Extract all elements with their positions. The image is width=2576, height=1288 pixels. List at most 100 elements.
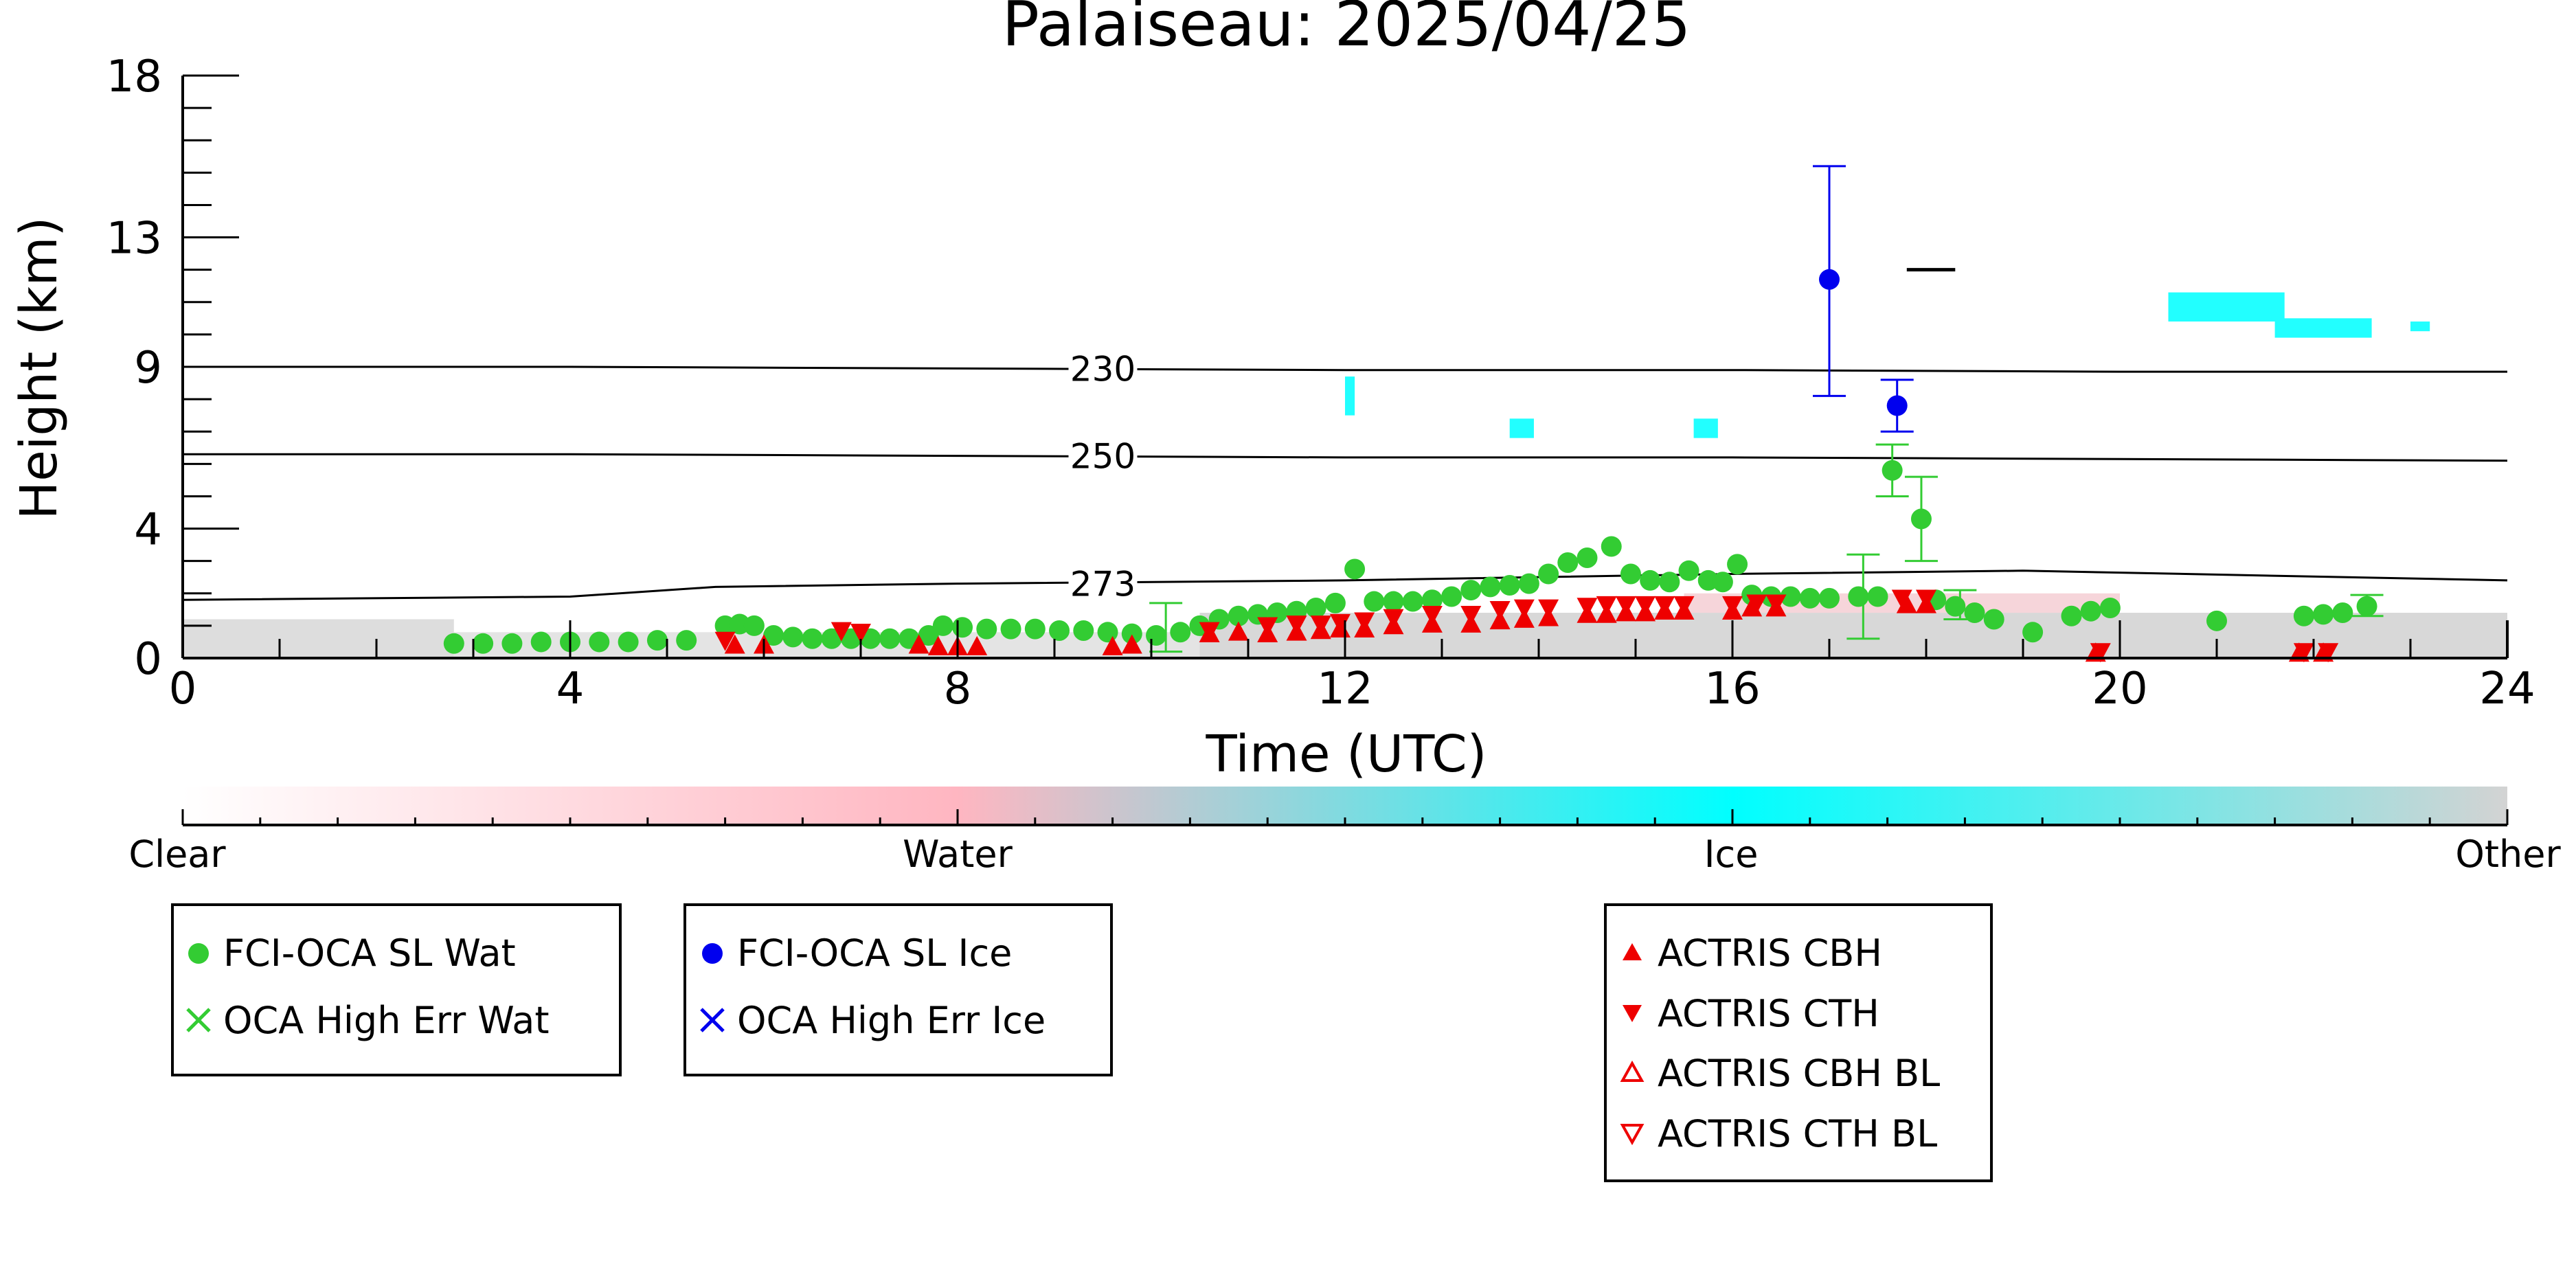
point-actris-cth [1310, 615, 1331, 635]
point-fci-oca-sl-wat [1499, 575, 1520, 596]
legend-water: FCI-OCA SL Wat OCA High Err Wat [171, 903, 622, 1076]
point-actris-cth [1460, 606, 1482, 626]
point-actris-cth [831, 622, 852, 642]
point-fci-oca-sl-wat [1480, 576, 1501, 598]
point-fci-oca-sl-wat [918, 625, 939, 646]
colorbar-ticks [181, 809, 2509, 825]
point-fci-oca-sl-wat [2022, 622, 2044, 643]
ice-cloud-patch [2410, 321, 2430, 332]
legend-marker-actris-cth [1623, 1005, 1642, 1022]
point-fci-oca-sl-wat [1910, 508, 1932, 530]
point-actris-cth [1891, 589, 1912, 609]
legend-label-actris-cth-bl: ACTRIS CTH BL [1658, 1112, 1937, 1155]
legend-ice: FCI-OCA SL Ice OCA High Err Ice [683, 903, 1113, 1076]
point-fci-oca-sl-wat [1073, 620, 1094, 641]
legend-marker-fci-oca-sl-wat [188, 943, 209, 964]
point-fci-oca-sl-wat [2293, 605, 2314, 626]
point-actris-cth [2293, 643, 2314, 663]
point-actris-cbh [908, 634, 929, 654]
point-fci-oca-sl-wat [2313, 604, 2334, 625]
point-fci-oca-sl-wat [1577, 547, 1598, 568]
y-tick-label: 0 [134, 634, 162, 685]
point-fci-oca-sl-wat [2356, 596, 2377, 617]
point-fci-oca-sl-wat [1305, 597, 1326, 618]
point-fci-oca-sl-wat [1324, 592, 1346, 613]
legend-label-actris-cbh: ACTRIS CBH [1658, 931, 1882, 975]
point-fci-oca-sl-wat [743, 615, 765, 636]
contour-230 [183, 365, 2507, 373]
point-fci-oca-sl-wat [1228, 605, 1249, 626]
point-actris-cth [1916, 589, 1936, 609]
point-fci-oca-sl-wat [1000, 618, 1021, 640]
axes: 0 4 8 12 16 20 24 0 4 9 13 18 [106, 52, 2535, 714]
point-fci-oca-sl-wat [1780, 586, 1801, 607]
y-tick-label: 13 [106, 214, 162, 264]
point-fci-oca-sl-wat [530, 631, 552, 653]
point-actris-cth [1513, 599, 1535, 619]
point-fci-oca-sl-wat [1538, 563, 1559, 585]
point-fci-oca-sl-wat [1727, 554, 1748, 575]
point-fci-oca-sl-wat [1945, 596, 1966, 617]
point-fci-oca-sl-wat [1848, 586, 1869, 607]
point-fci-oca-sl-wat [443, 633, 464, 654]
point-actris-cth [1257, 617, 1278, 637]
point-actris-cth [1286, 615, 1307, 635]
point-fci-oca-sl-wat [1659, 572, 1680, 593]
x-tick-label: 20 [2092, 664, 2147, 714]
point-fci-oca-sl-wat [1867, 586, 1888, 607]
point-fci-oca-sl-wat [1024, 618, 1046, 640]
contour-273 [182, 569, 2508, 601]
point-fci-oca-sl-wat [1146, 625, 1167, 646]
point-fci-oca-sl-wat [952, 617, 973, 638]
legend-label-actris-cth: ACTRIS CTH [1658, 992, 1879, 1035]
legend-label-oca-high-err-ice: OCA High Err Ice [737, 999, 1046, 1042]
point-fci-oca-sl-wat [1049, 620, 1070, 641]
x-axis-label: Time (UTC) [1205, 725, 1487, 784]
legend-label-fci-oca-sl-wat: FCI-OCA SL Wat [223, 931, 516, 975]
contour-label-230: 230 [1070, 349, 1136, 389]
point-fci-oca-sl-wat [1170, 622, 1191, 643]
point-fci-oca-sl-wat [1421, 589, 1443, 611]
point-fci-oca-sl-wat [1799, 587, 1820, 609]
point-fci-oca-sl-wat [1640, 569, 1661, 591]
point-fci-oca-sl-wat [1557, 552, 1579, 574]
point-actris-cbh [1102, 635, 1123, 655]
point-fci-oca-sl-wat [1964, 602, 1985, 624]
point-actris-cth [1635, 596, 1656, 615]
point-actris-cth [1199, 622, 1220, 642]
point-fci-oca-sl-wat [1121, 623, 1142, 644]
point-actris-cbh [927, 635, 949, 655]
point-fci-oca-sl-wat [2099, 597, 2121, 618]
point-actris-cbh [1121, 634, 1142, 654]
point-fci-oca-sl-wat [1441, 586, 1462, 607]
legend-label-oca-high-err-wat: OCA High Err Wat [223, 999, 550, 1042]
legend-marker-oca-high-err-ice [700, 1008, 725, 1032]
ice-cloud-patch [2274, 318, 2372, 338]
point-fci-oca-sl-wat [1678, 560, 1699, 581]
point-fci-oca-sl-wat [618, 631, 639, 653]
ice-cloud-patch [1345, 376, 1355, 416]
point-fci-oca-sl-wat [1344, 558, 1366, 580]
colorbar-label-ice: Ice [1704, 833, 1759, 876]
point-actris-cth [714, 631, 736, 651]
point-fci-oca-sl-wat [1383, 591, 1404, 612]
point-fci-oca-sl-wat [879, 628, 901, 649]
point-fci-oca-sl-ice [1886, 395, 1908, 416]
point-fci-oca-sl-wat [646, 630, 668, 651]
point-fci-oca-sl-wat [802, 628, 823, 649]
point-actris-cth [1538, 599, 1559, 619]
point-actris-cth [1765, 594, 1787, 614]
point-actris-cth [1673, 596, 1695, 615]
data-series [443, 165, 2384, 663]
y-tick-label: 9 [134, 343, 162, 394]
point-fci-oca-sl-wat [1402, 591, 1423, 612]
other-band-early [183, 619, 454, 658]
chart-title: Palaiseau: 2025/04/25 [1002, 0, 1691, 60]
point-fci-oca-sl-wat [1882, 460, 1903, 481]
point-actris-cth [1329, 613, 1351, 633]
legend-marker-actris-cbh-bl [1620, 1060, 1645, 1082]
point-fci-oca-sl-wat [2061, 605, 2082, 626]
point-actris-cbh [1228, 621, 1249, 641]
contour-label-273: 273 [1070, 565, 1136, 605]
point-fci-oca-sl-wat [1983, 609, 2004, 630]
